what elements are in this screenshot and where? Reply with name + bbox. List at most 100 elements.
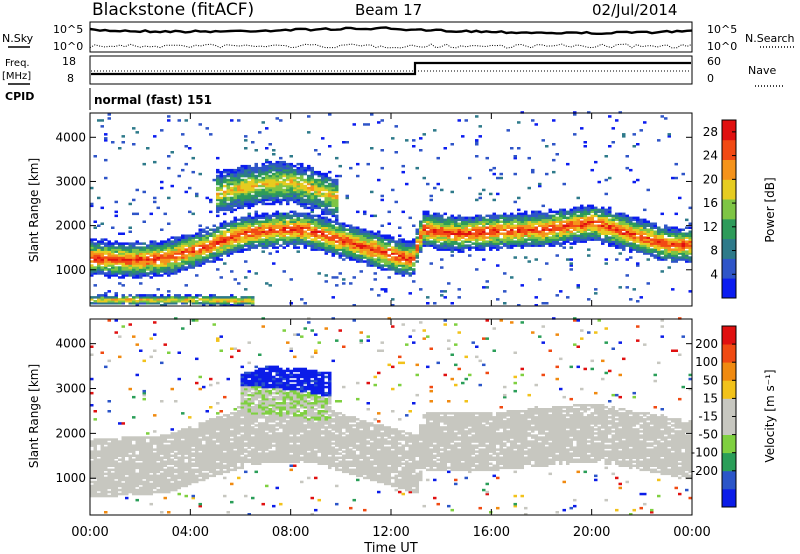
power-cell (660, 242, 664, 245)
power-cell (212, 252, 216, 255)
power-cell (527, 260, 531, 263)
power-cell (230, 198, 234, 202)
power-cell (408, 216, 412, 220)
power-cell (324, 202, 328, 206)
power-cell (230, 230, 234, 233)
power-cell (321, 188, 325, 192)
power-cell (401, 242, 405, 245)
power-cell (611, 236, 615, 239)
power-cell (545, 216, 549, 220)
velocity-cell (135, 480, 139, 484)
power-cell (391, 250, 395, 253)
power-cell (506, 238, 510, 241)
power-cell (667, 228, 671, 231)
power-cell (615, 224, 619, 227)
velocity-cell (128, 476, 132, 480)
power-cell (121, 262, 125, 265)
power-cell (618, 230, 622, 233)
power-cell (618, 232, 622, 235)
velocity-cell (160, 450, 164, 453)
velocity-cell (139, 482, 143, 486)
power-cell (464, 244, 468, 247)
velocity-cell (177, 486, 181, 490)
velocity-cell (125, 492, 129, 496)
velocity-cell (114, 482, 118, 486)
power-cell (223, 224, 227, 227)
power-cell (363, 240, 367, 243)
velocity-cell (188, 432, 192, 435)
power-cell (506, 220, 510, 223)
power-cell (422, 236, 426, 239)
power-cell (482, 226, 486, 229)
power-cell (335, 182, 339, 186)
power-cell (541, 240, 545, 243)
power-cell (177, 294, 181, 297)
velocity-cell (181, 466, 185, 470)
power-cell (181, 268, 185, 271)
velocity-cell (153, 460, 157, 463)
power-cell (293, 242, 297, 245)
velocity-cell (93, 482, 97, 486)
power-cell (139, 262, 143, 265)
power-cell (643, 246, 647, 249)
power-cell (615, 232, 619, 235)
power-cell (100, 270, 104, 273)
velocity-cell (132, 466, 136, 470)
power-cell (93, 258, 97, 261)
power-cell (538, 220, 542, 223)
power-cell (226, 254, 230, 257)
power-cell (401, 248, 405, 251)
power-cell (342, 282, 346, 285)
power-cell (97, 266, 101, 269)
power-cell (251, 186, 255, 190)
power-cell (688, 252, 692, 255)
power-cell (149, 246, 153, 249)
power-cell (527, 234, 531, 237)
power-cell (629, 250, 633, 253)
power-cell (265, 214, 269, 218)
velocity-cell (114, 452, 118, 455)
power-cell (517, 226, 521, 229)
power-cell (251, 176, 255, 180)
velocity-cell (128, 472, 132, 476)
power-cell (184, 145, 188, 148)
power-cell (174, 258, 178, 261)
power-cell (272, 240, 276, 243)
power-cell (363, 212, 367, 216)
power-cell (237, 166, 241, 170)
power-cell (510, 212, 514, 216)
velocity-cell (146, 444, 150, 447)
power-cell (240, 198, 244, 202)
power-cell (478, 135, 482, 138)
power-cell (482, 216, 486, 220)
power-cell (223, 206, 227, 210)
power-cell (184, 234, 188, 237)
velocity-cell (188, 448, 192, 451)
power-cell (443, 234, 447, 237)
power-cell (457, 222, 461, 225)
power-cell (114, 254, 118, 257)
velocity-cell (142, 397, 146, 401)
power-cell (510, 230, 514, 233)
velocity-cell (146, 486, 150, 490)
power-cell (685, 232, 689, 235)
power-cell (216, 234, 220, 237)
power-cell (660, 252, 664, 255)
power-cell (552, 218, 556, 222)
velocity-cell (132, 480, 136, 484)
power-cell (366, 236, 370, 239)
power-cell (576, 216, 580, 220)
power-cell (331, 276, 335, 279)
power-cell (247, 172, 251, 176)
power-cell (97, 252, 101, 255)
velocity-cell (97, 486, 101, 490)
power-cell (520, 238, 524, 241)
power-cell (576, 238, 580, 241)
power-cell (282, 240, 286, 243)
power-cell (405, 250, 409, 253)
power-cell (601, 240, 605, 243)
velocity-cell (104, 448, 108, 451)
power-cell (356, 256, 360, 259)
power-cell (219, 196, 223, 200)
power-cell (391, 238, 395, 241)
